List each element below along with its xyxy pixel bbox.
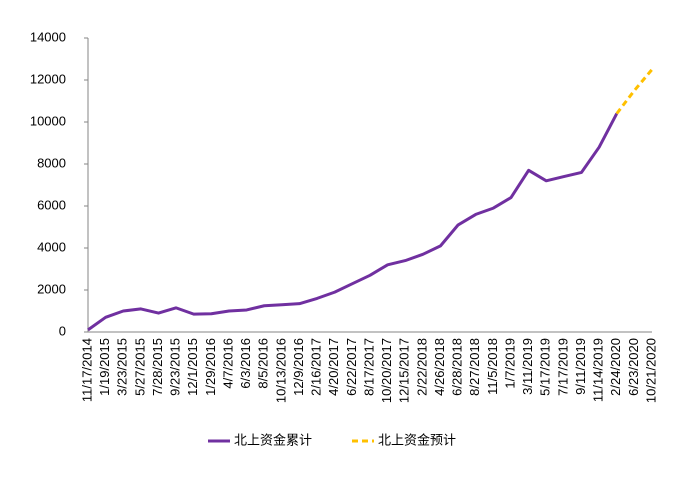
x-tick-label: 4/7/2016 (220, 338, 235, 389)
x-tick-label: 10/21/2020 (643, 338, 658, 403)
y-tick-label: 4000 (37, 239, 66, 254)
y-tick-label: 10000 (30, 113, 66, 128)
x-tick-label: 2/24/2020 (608, 338, 623, 396)
x-tick-label: 6/22/2017 (344, 338, 359, 396)
series-line (87, 112, 619, 332)
x-tick-label: 5/17/2019 (538, 338, 553, 396)
x-tick-label: 8/17/2017 (361, 338, 376, 396)
x-tick-label: 4/20/2017 (326, 338, 341, 396)
x-tick-label: 8/5/2016 (256, 338, 271, 389)
x-tick-label: 11/14/2019 (591, 338, 606, 402)
x-tick-label: 1/7/2019 (502, 338, 517, 389)
y-tick-label: 0 (59, 323, 66, 338)
y-tick-label: 2000 (37, 281, 66, 296)
x-tick-label: 5/27/2015 (132, 338, 147, 396)
x-tick-label: 3/23/2015 (115, 338, 130, 396)
x-tick-label: 1/29/2016 (203, 338, 218, 396)
x-tick-label: 3/11/2019 (520, 338, 535, 395)
x-tick-label: 8/27/2018 (467, 338, 482, 396)
x-tick-label: 4/26/2018 (432, 338, 447, 396)
y-tick-label: 14000 (30, 29, 66, 44)
x-tick-label: 6/28/2018 (450, 338, 465, 396)
x-tick-label: 12/1/2015 (185, 338, 200, 396)
x-tick-label: 12/9/2016 (291, 338, 306, 396)
x-tick-label: 10/20/2017 (379, 338, 394, 403)
legend-label: 北上资金累计 (234, 432, 312, 447)
x-tick-label: 2/22/2018 (414, 338, 429, 396)
x-tick-label: 11/5/2018 (485, 338, 500, 395)
x-tick-label: 6/3/2016 (238, 338, 253, 389)
x-tick-label: 9/11/2019 (573, 338, 588, 395)
y-tick-label: 12000 (30, 71, 66, 86)
x-tick-label: 2/16/2017 (309, 338, 324, 396)
y-tick-label: 8000 (37, 155, 66, 170)
legend-label: 北上资金预计 (378, 432, 456, 447)
x-tick-label: 7/28/2015 (150, 338, 165, 396)
x-tick-label: 10/13/2016 (273, 338, 288, 403)
x-tick-label: 6/23/2020 (626, 338, 641, 396)
y-tick-label: 6000 (37, 197, 66, 212)
series-line (615, 68, 654, 115)
x-tick-label: 11/17/2014 (79, 338, 94, 402)
x-tick-label: 12/15/2017 (397, 338, 412, 403)
x-tick-label: 7/17/2019 (555, 338, 570, 396)
x-tick-label: 1/19/2015 (97, 338, 112, 396)
x-tick-label: 9/23/2015 (168, 338, 183, 396)
